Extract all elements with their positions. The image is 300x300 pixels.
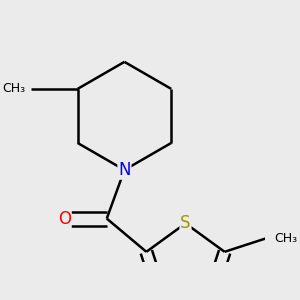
Text: N: N — [118, 161, 131, 179]
Text: CH₃: CH₃ — [274, 232, 297, 244]
Text: O: O — [58, 210, 71, 228]
Text: CH₃: CH₃ — [3, 82, 26, 95]
Text: S: S — [180, 214, 191, 232]
